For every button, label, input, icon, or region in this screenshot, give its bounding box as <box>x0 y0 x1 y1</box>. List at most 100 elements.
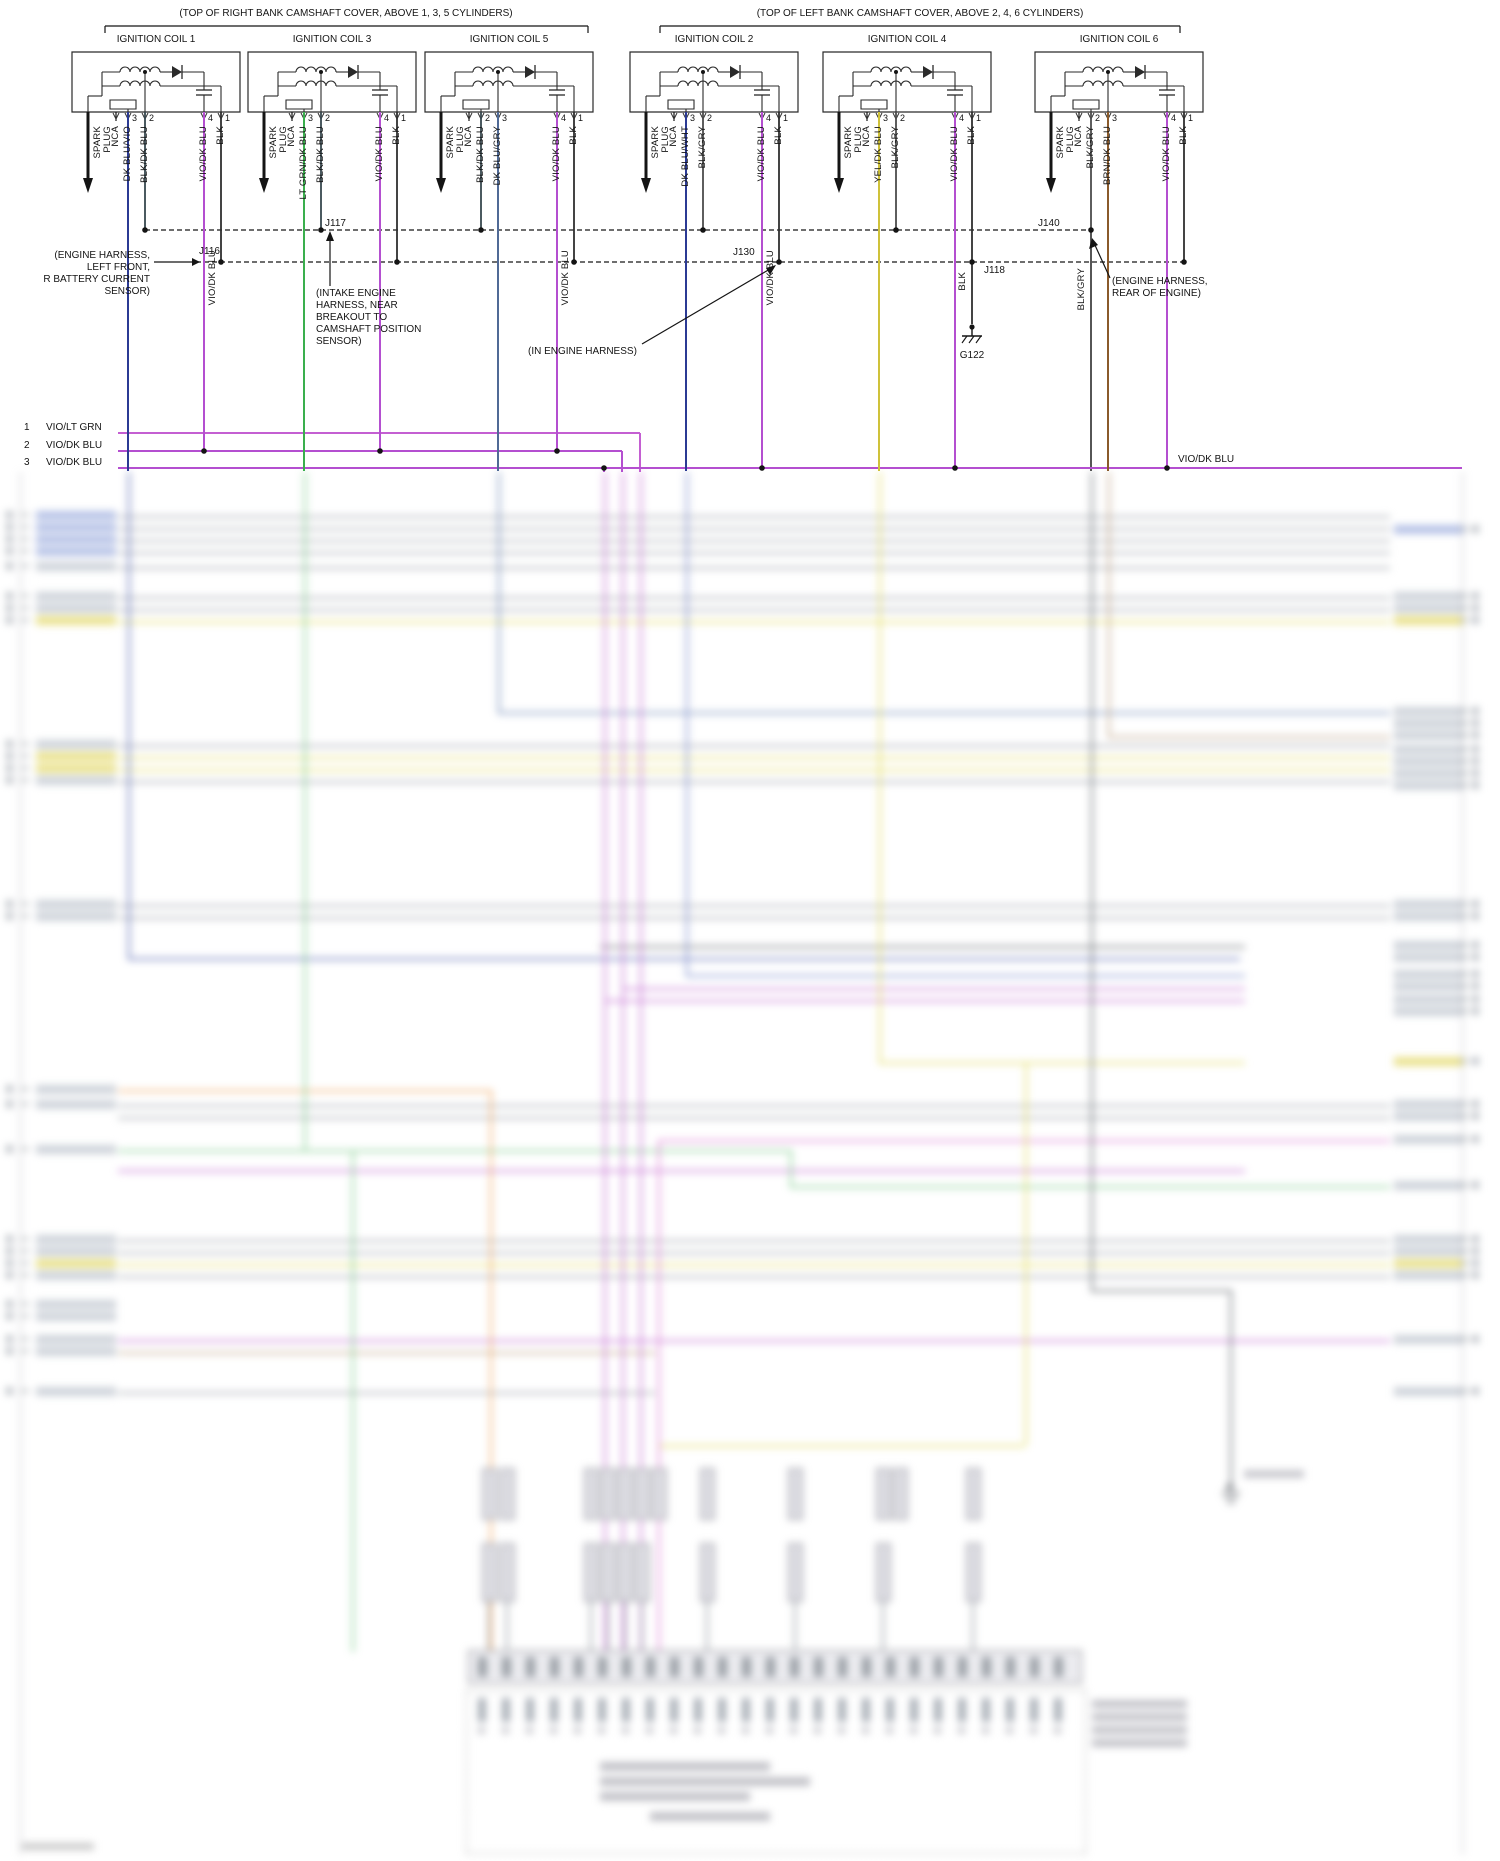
blurred-shape <box>1394 953 1464 962</box>
blurred-shape <box>982 1657 991 1677</box>
blurred-shape <box>1460 784 1469 786</box>
blurred-shape <box>1472 731 1479 739</box>
junction-dot <box>969 259 975 265</box>
blurred-shape <box>910 1698 918 1722</box>
splice-label-j140: J140 <box>1038 218 1060 229</box>
wire-line <box>641 268 771 345</box>
blurred-shape <box>1222 1492 1240 1494</box>
blurred-shape <box>646 1657 655 1677</box>
arrowhead-icon <box>326 231 334 241</box>
pin-wire-label: BLK/DK BLU <box>475 126 486 183</box>
blurred-shape <box>6 1235 13 1243</box>
blurred-shape <box>36 1145 116 1154</box>
blurred-shape <box>1394 781 1464 790</box>
blurred-shape <box>20 538 29 540</box>
blurred-shape <box>1472 995 1479 1003</box>
blurred-shape <box>20 514 29 516</box>
splice-label-j117: J117 <box>325 218 346 229</box>
pin-wire-label: DK BLU/GRY <box>492 126 503 186</box>
blurred-shape <box>574 1657 583 1677</box>
blurred-shape <box>1025 1062 1027 1445</box>
blurred-shape <box>1108 736 1390 738</box>
blurred-shape <box>36 1259 116 1268</box>
annotation-in-harness: (IN ENGINE HARNESS) <box>528 346 637 357</box>
blurred-shape <box>574 1727 581 1734</box>
blurred-shape <box>742 1657 751 1677</box>
blurred-shape <box>1394 525 1464 534</box>
pin-number: 3 <box>132 113 138 123</box>
blurred-shape <box>1394 912 1464 921</box>
diagram-shape <box>1075 112 1083 121</box>
blurred-shape <box>910 1657 919 1677</box>
blurred-shape <box>550 1727 557 1734</box>
nca-label: NCA <box>861 126 872 147</box>
pin-number: 3 <box>502 113 508 123</box>
blurred-shape <box>1030 1727 1037 1734</box>
blurred-shape <box>118 1170 1245 1172</box>
blurred-shape <box>118 757 1390 759</box>
blurred-shape <box>526 1727 533 1734</box>
arrowhead-icon <box>172 66 182 78</box>
diagram-shape <box>119 66 161 73</box>
blurred-shape <box>1394 1335 1464 1344</box>
arrowhead-icon <box>1135 66 1145 78</box>
blurred-shape <box>118 567 1390 569</box>
blurred-shape <box>1460 619 1469 621</box>
pin-number: 1 <box>225 113 231 123</box>
blurred-shape <box>1394 1057 1464 1066</box>
blurred-shape <box>1394 757 1464 766</box>
blurred-shape <box>766 1657 775 1677</box>
blurred-shape <box>1230 1290 1232 1488</box>
junction-dot <box>1106 70 1110 74</box>
blurred-shape <box>1460 1390 1469 1392</box>
diagram-shape <box>462 99 490 110</box>
diagram-shape <box>667 99 695 110</box>
coil-title: IGNITION COIL 4 <box>867 34 947 45</box>
blurred-shape <box>20 472 21 1855</box>
blurred-shape <box>1394 995 1464 1004</box>
blurred-shape <box>36 1247 116 1256</box>
diagram-shape <box>870 80 912 87</box>
nca-label: NCA <box>286 126 297 147</box>
blurred-shape <box>670 1657 679 1677</box>
blurred-shape <box>128 472 130 958</box>
pin-number: 3 <box>308 113 314 123</box>
coil-title: IGNITION COIL 5 <box>469 34 549 45</box>
pin-number: 3 <box>883 113 889 123</box>
arrowhead-icon <box>641 178 651 193</box>
junction-dot <box>318 227 324 233</box>
row-wire-label: VIO/LT GRN <box>46 422 102 433</box>
blurred-shape <box>6 1300 13 1308</box>
annotation-rear-line: REAR OF ENGINE) <box>1112 288 1201 299</box>
blurred-shape <box>1472 982 1479 990</box>
diagram-shape <box>670 112 678 121</box>
coil-title: IGNITION COIL 3 <box>292 34 372 45</box>
blurred-shape <box>526 1657 535 1677</box>
blurred-shape <box>694 1657 703 1677</box>
blurred-shape <box>1460 710 1469 712</box>
blurred-shape <box>790 1698 798 1722</box>
right-row-wire-label: VIO/DK BLU <box>1178 454 1235 465</box>
blurred-shape <box>118 745 1390 747</box>
junction-dot <box>201 448 207 454</box>
blurred-shape <box>36 1347 116 1356</box>
blurred-shape <box>6 511 13 519</box>
blurred-shape <box>622 1657 631 1677</box>
blurred-shape <box>20 1148 29 1150</box>
coil-title: IGNITION COIL 6 <box>1079 34 1159 45</box>
pin-wire-label: BLK/DK BLU <box>139 126 150 183</box>
pin-number: 1 <box>976 113 982 123</box>
blurred-shape <box>1460 1262 1469 1264</box>
blurred-shape <box>1460 998 1469 1000</box>
vio-dk-blu-run-label: VIO/DK BLU <box>560 250 571 306</box>
blurred-shape <box>502 1698 510 1722</box>
blurred-shape <box>502 1727 509 1734</box>
diagram-shape <box>71 51 241 113</box>
blurred-connector-box <box>788 1468 803 1520</box>
blurred-connector-box <box>500 1468 515 1520</box>
blurred-shape <box>694 1698 702 1722</box>
bank-header-left: (TOP OF LEFT BANK CAMSHAFT COVER, ABOVE … <box>756 8 1084 19</box>
junction-dot <box>394 259 400 265</box>
junction-dot <box>701 70 705 74</box>
